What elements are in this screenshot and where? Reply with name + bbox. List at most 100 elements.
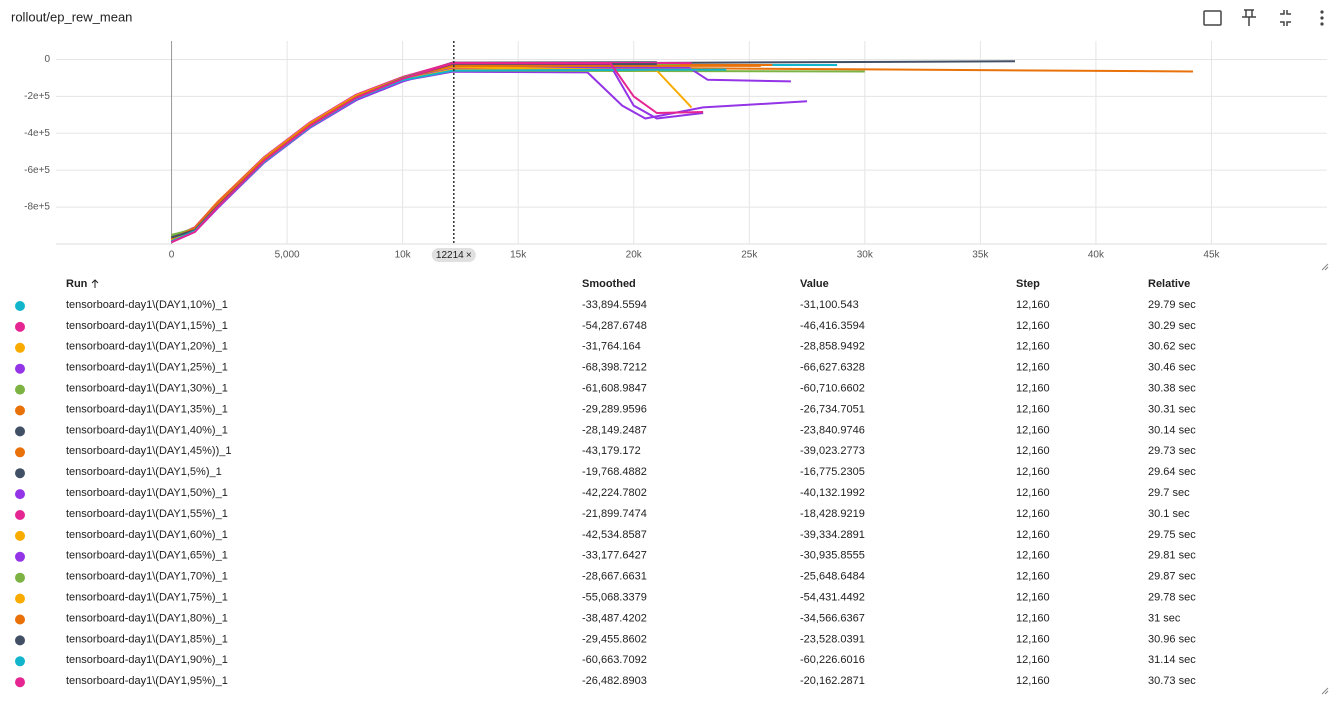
column-header: Run	[66, 278, 88, 290]
table-cell: 12,160	[1016, 383, 1050, 395]
run-name: tensorboard-day1\(DAY1,50%)_1	[66, 487, 228, 499]
run-color-dot	[15, 677, 25, 688]
column-header: Smoothed	[582, 278, 636, 290]
table-cell: 12,160	[1016, 592, 1050, 604]
run-name: tensorboard-day1\(DAY1,20%)_1	[66, 341, 228, 353]
table-cell: -18,428.9219	[800, 508, 865, 520]
table-cell: 30.31 sec	[1148, 403, 1196, 415]
table-cell: 12,160	[1016, 612, 1050, 624]
table-cell: -60,226.6016	[800, 654, 865, 666]
table-cell: -20,162.2871	[800, 675, 865, 687]
run-color-dot	[15, 447, 25, 458]
menu-button[interactable]	[1320, 10, 1324, 26]
table-cell: 12,160	[1016, 424, 1050, 436]
x-tick-label: 35k	[972, 250, 989, 261]
table-cell: -68,398.7212	[582, 362, 647, 374]
table-cell: 29.7 sec	[1148, 487, 1190, 499]
table-cell: 31.14 sec	[1148, 654, 1196, 666]
run-name: tensorboard-day1\(DAY1,60%)_1	[66, 529, 228, 541]
table-cell: -54,287.6748	[582, 320, 647, 332]
table-cell: -26,482.8903	[582, 675, 647, 687]
run-color-dot	[15, 635, 25, 646]
card-title: rollout/ep_rew_mean	[11, 9, 132, 24]
run-color-dot	[15, 530, 25, 541]
run-line	[171, 67, 657, 244]
run-color-dot	[15, 551, 25, 562]
table-cell: -23,840.9746	[800, 424, 865, 436]
table-cell: -42,534.8587	[582, 529, 647, 541]
fullscreen-button[interactable]	[1280, 10, 1291, 26]
y-tick-label: 0	[44, 54, 50, 65]
y-tick-label: -2e+5	[24, 91, 50, 102]
table-cell: -29,289.9596	[582, 403, 647, 415]
run-name: tensorboard-day1\(DAY1,80%)_1	[66, 612, 228, 624]
run-name: tensorboard-day1\(DAY1,90%)_1	[66, 654, 228, 666]
table-cell: 12,160	[1016, 571, 1050, 583]
run-color-dot	[15, 593, 25, 604]
table-cell: -39,334.2891	[800, 529, 865, 541]
x-tick-label: 40k	[1088, 250, 1105, 261]
x-tick-label: 10k	[395, 250, 412, 261]
table-cell: 30.38 sec	[1148, 383, 1196, 395]
table-cell: -38,487.4202	[582, 612, 647, 624]
run-color-dot	[15, 405, 25, 416]
runs-table: Run Smoothed Value Step Relative tensorboard-…	[15, 278, 1196, 688]
plot: 0 -2e+5 -4e+5 -6e+5 -8e+5 0 5,000 10k 15k 20k 25k 3…	[24, 41, 1327, 262]
run-name: tensorboard-day1\(DAY1,15%)_1	[66, 320, 228, 332]
toolbar[interactable]	[1203, 9, 1324, 26]
table-cell: 12,160	[1016, 654, 1050, 666]
table-cell: 12,160	[1016, 403, 1050, 415]
table-cell: -19,768.4882	[582, 466, 647, 478]
table-cell: -33,177.6427	[582, 550, 647, 562]
x-tick-label: 0	[169, 250, 175, 261]
resize-handle[interactable]	[1321, 687, 1329, 695]
run-color-dot	[15, 342, 25, 353]
x-tick-label: 45k	[1203, 250, 1220, 261]
table-cell: -26,734.7051	[800, 403, 865, 415]
run-name: tensorboard-day1\(DAY1,40%)_1	[66, 424, 228, 436]
table-cell: -28,667.6631	[582, 571, 647, 583]
x-tick-label: 15k	[510, 250, 527, 261]
table-cell: 12,160	[1016, 362, 1050, 374]
table-cell: -40,132.1992	[800, 487, 865, 499]
table-cell: -54,431.4492	[800, 592, 865, 604]
table-cell: 29.81 sec	[1148, 550, 1196, 562]
column-header: Relative	[1148, 278, 1190, 290]
run-line	[171, 63, 680, 237]
run-color-dot	[15, 572, 25, 583]
table-cell: -39,023.2773	[800, 445, 865, 457]
fit-button[interactable]	[1203, 10, 1222, 26]
run-line	[171, 65, 693, 241]
table-cell: 29.73 sec	[1148, 445, 1196, 457]
column-header: Value	[800, 278, 829, 290]
table-cell: 30.1 sec	[1148, 508, 1190, 520]
run-name: tensorboard-day1\(DAY1,70%)_1	[66, 571, 228, 583]
table-cell: 12,160	[1016, 675, 1050, 687]
y-tick-label: -4e+5	[24, 128, 50, 139]
table-cell: -28,858.9492	[800, 341, 865, 353]
run-line	[171, 61, 657, 240]
run-name: tensorboard-day1\(DAY1,35%)_1	[66, 403, 228, 415]
pin-button[interactable]	[1242, 9, 1256, 26]
table-cell: -46,416.3594	[800, 320, 865, 332]
table-cell: -60,710.6602	[800, 383, 865, 395]
run-name: tensorboard-day1\(DAY1,10%)_1	[66, 299, 228, 311]
table-cell: -43,179.172	[582, 445, 641, 457]
table-cell: 12,160	[1016, 341, 1050, 353]
table-cell: 30.73 sec	[1148, 675, 1196, 687]
table-cell: 30.46 sec	[1148, 362, 1196, 374]
table-cell: -31,100.543	[800, 299, 859, 311]
run-color-dot	[15, 301, 25, 311]
table-cell: 12,160	[1016, 487, 1050, 499]
y-tick-label: -8e+5	[24, 202, 50, 213]
run-color-dot	[15, 614, 25, 625]
table-cell: 30.62 sec	[1148, 341, 1196, 353]
run-line	[171, 64, 704, 243]
table-cell: -33,894.5594	[582, 299, 647, 311]
y-tick-label: -6e+5	[24, 165, 50, 176]
resize-handle[interactable]	[1321, 263, 1329, 271]
run-name: tensorboard-day1\(DAY1,85%)_1	[66, 633, 228, 645]
run-name: tensorboard-day1\(DAY1,45%))_1	[66, 445, 232, 457]
table-cell: 29.75 sec	[1148, 529, 1196, 541]
